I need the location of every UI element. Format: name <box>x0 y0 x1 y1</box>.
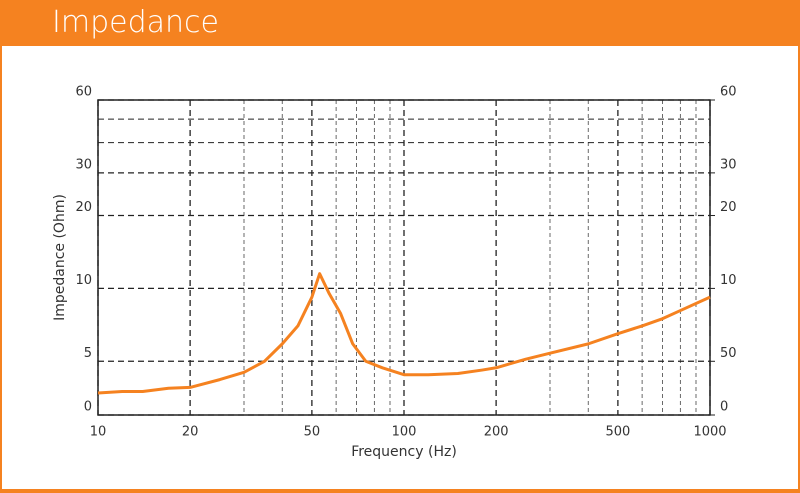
y-tick-label: 60 <box>75 85 92 100</box>
impedance-line <box>97 272 711 395</box>
y2-tick-label: 0 <box>720 400 728 415</box>
y-axis-label: Impedance (Ohm) <box>52 194 68 321</box>
x-tick-label: 20 <box>182 425 199 440</box>
y2-tick-label: 30 <box>720 157 737 172</box>
x-tick-label: 1000 <box>693 425 726 440</box>
y-tick-label: 0 <box>84 400 92 415</box>
x-tick-label: 200 <box>484 425 509 440</box>
y-tick-label: 30 <box>75 157 92 172</box>
chart: 10 20 50 100 200 500 1000 0 5 10 20 30 60 0 50 10 20 30 60… <box>2 46 798 489</box>
y-tick-label: 5 <box>84 346 92 361</box>
x-tick-label: 100 <box>392 425 417 440</box>
y2-tick-label: 50 <box>720 346 737 361</box>
x-axis-label: Frequency (Hz) <box>351 444 457 460</box>
x-tick-label: 10 <box>90 425 107 440</box>
x-tick-label: 50 <box>304 425 321 440</box>
header-title: Impedance <box>52 5 219 40</box>
y2-tick-label: 60 <box>720 85 737 100</box>
y2-tick-label: 20 <box>720 200 737 215</box>
x-tick-label: 500 <box>605 425 630 440</box>
y2-tick-label: 10 <box>720 273 737 288</box>
y-tick-label: 20 <box>75 200 92 215</box>
plot-frame <box>97 99 711 416</box>
y-tick-label: 10 <box>75 273 92 288</box>
